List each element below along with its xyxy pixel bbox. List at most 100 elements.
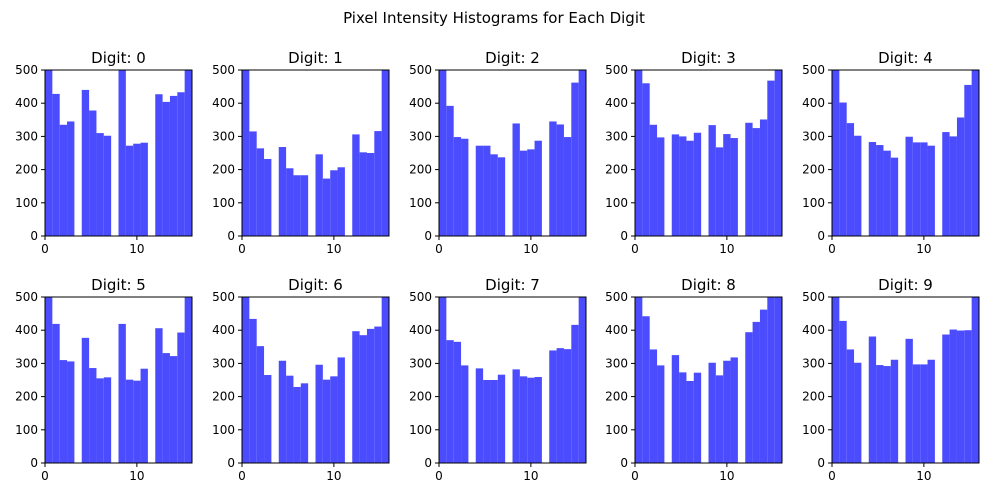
histogram-bar [846, 349, 855, 463]
histogram-bar [839, 102, 847, 236]
histogram-bar [81, 337, 90, 463]
histogram-bar [708, 362, 716, 463]
histogram-bar [635, 297, 643, 463]
y-tick-label: 500 [409, 290, 432, 304]
y-tick-label: 500 [212, 63, 235, 77]
histogram-bar [177, 92, 185, 236]
histogram-bar [249, 318, 257, 463]
histogram-bar [671, 134, 680, 236]
y-tick-label: 0 [424, 229, 432, 243]
histogram-bar [832, 70, 840, 236]
histogram-panel-digit-6: Digit: 6 0 100 200 300 400 500 0 10 [212, 276, 390, 483]
y-tick-label: 400 [605, 96, 628, 110]
histogram-bar [490, 154, 498, 236]
histogram-bar [264, 375, 272, 463]
histogram-bar [278, 147, 287, 236]
axes-frame [44, 296, 193, 464]
histogram-bar [971, 70, 979, 236]
histogram-bar [483, 145, 491, 236]
axes-frame [634, 69, 783, 237]
histogram-bar [942, 334, 950, 463]
histogram-bar [374, 131, 382, 236]
y-tick-label: 200 [15, 390, 38, 404]
histogram-bar [315, 154, 323, 236]
histogram-bar [512, 369, 520, 463]
y-tick-label: 200 [15, 163, 38, 177]
histogram-bar [483, 380, 491, 463]
histogram-bar [527, 377, 535, 463]
y-tick-label: 0 [30, 456, 38, 470]
histogram-bar [497, 157, 506, 236]
y-tick-label: 400 [409, 96, 432, 110]
histogram-bar [832, 297, 840, 463]
histogram-panel-digit-0: Digit: 0 0 100 200 300 400 500 0 10 [15, 49, 193, 256]
y-tick-label: 400 [605, 323, 628, 337]
histogram-bar [846, 123, 855, 236]
x-tick-label: 10 [523, 242, 538, 256]
y-tick-label: 400 [15, 96, 38, 110]
histogram-bar [949, 329, 957, 463]
histogram-bar [956, 330, 965, 463]
histogram-bar [912, 364, 921, 463]
histogram-bar [657, 137, 665, 236]
y-tick-label: 300 [802, 356, 825, 370]
y-tick-label: 300 [605, 356, 628, 370]
histogram-bar [293, 175, 301, 236]
histogram-bar [578, 70, 586, 236]
x-tick-label: 0 [631, 469, 639, 483]
histogram-bar [876, 145, 884, 236]
histogram-bar [905, 338, 913, 463]
histogram-bar [45, 297, 53, 463]
y-tick-label: 0 [620, 456, 628, 470]
histogram-bar [89, 110, 97, 236]
histogram-bar [759, 119, 768, 236]
histogram-panel-digit-5: Digit: 5 0 100 200 300 400 500 0 10 [15, 276, 193, 483]
histogram-bar [679, 372, 687, 463]
y-tick-label: 100 [802, 423, 825, 437]
y-tick-label: 0 [817, 229, 825, 243]
histogram-bar [912, 142, 921, 236]
histogram-bar [184, 297, 192, 463]
histogram-bar [59, 360, 68, 463]
histogram-bar [571, 82, 579, 236]
y-tick-label: 100 [15, 196, 38, 210]
histogram-bar [839, 320, 847, 463]
histogram-bar [300, 175, 309, 236]
histogram-bar [475, 145, 484, 236]
y-tick-label: 400 [409, 323, 432, 337]
axes-frame [44, 69, 193, 237]
histogram-bar [103, 135, 112, 236]
histogram-bar [133, 380, 141, 463]
histogram-panel-digit-9: Digit: 9 0 100 200 300 400 500 0 10 [802, 276, 980, 483]
x-tick-label: 10 [916, 242, 931, 256]
histogram-bar [890, 157, 899, 236]
y-tick-label: 200 [605, 163, 628, 177]
histogram-bar [242, 70, 250, 236]
y-tick-label: 200 [409, 390, 432, 404]
axes-frame [241, 296, 390, 464]
y-tick-label: 500 [15, 63, 38, 77]
histogram-bar [708, 125, 716, 236]
histogram-bar [162, 101, 170, 236]
histogram-bar [556, 348, 564, 463]
histogram-bar [461, 138, 469, 236]
panel-title: Digit: 1 [288, 49, 343, 67]
axes-frame [438, 296, 587, 464]
histogram-bar [730, 138, 738, 236]
histogram-bar [927, 359, 935, 463]
panel-title: Digit: 8 [681, 276, 736, 294]
histogram-bar [352, 331, 360, 463]
histogram-panel-digit-7: Digit: 7 0 100 200 300 400 500 0 10 [409, 276, 587, 483]
histogram-bar [730, 357, 738, 463]
axes-frame [241, 69, 390, 237]
axes-frame [438, 69, 587, 237]
histogram-bar [256, 148, 265, 236]
histogram-bar [453, 341, 462, 463]
histogram-bar [256, 346, 265, 463]
histogram-bar [549, 121, 557, 236]
histogram-bar [300, 383, 309, 463]
histogram-bar [52, 93, 60, 237]
histogram-bar [125, 145, 134, 236]
histogram-bar [322, 178, 331, 236]
histogram-panel-digit-2: Digit: 2 0 100 200 300 400 500 0 10 [409, 49, 587, 256]
